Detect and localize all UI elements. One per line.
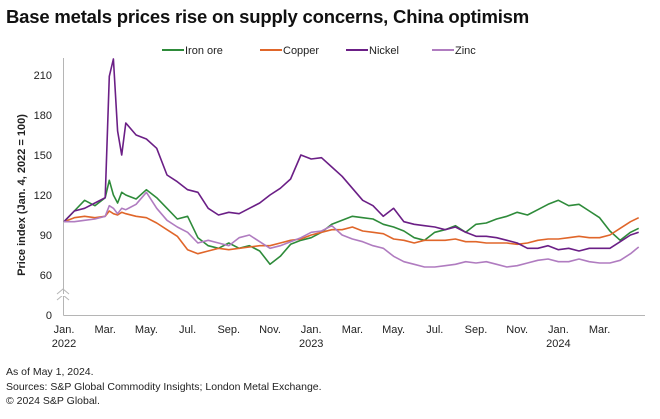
x-tick-label: May. <box>382 324 405 336</box>
x-tick-label: Jul. <box>426 324 443 336</box>
y-tick-label: 210 <box>34 70 52 82</box>
copyright-note: © 2024 S&P Global. <box>6 395 100 407</box>
y-tick-label: 120 <box>34 190 52 202</box>
chart-title: Base metals prices rise on supply concer… <box>6 6 530 27</box>
x-tick-label: Jul. <box>179 324 196 336</box>
sources-note: Sources: S&P Global Commodity Insights; … <box>6 380 322 393</box>
axes: 0 60 90 120 150 180 210 Price index (Jan. 4, 20… <box>16 58 645 350</box>
legend-item-copper: Copper <box>260 45 319 57</box>
x-tick-label: Sep. <box>217 324 240 336</box>
y-tick-label: 150 <box>34 150 52 162</box>
axis-break-mark <box>56 288 70 295</box>
legend-label: Zinc <box>455 45 476 57</box>
y-axis-title: Price index (Jan. 4, 2022 = 100) <box>16 114 28 276</box>
y-tick-label: 90 <box>40 230 52 242</box>
legend-label: Nickel <box>369 45 399 57</box>
series-line-nickel <box>63 58 639 252</box>
series-line-iron-ore <box>63 179 640 266</box>
x-tick-label: Jan. <box>54 324 75 336</box>
legend: Iron ore Copper Nickel Zinc <box>162 45 476 57</box>
x-tick-label: Nov. <box>506 324 528 336</box>
y-tick-label: 180 <box>34 110 52 122</box>
legend-label: Copper <box>283 45 319 57</box>
x-tick-label: Sep. <box>465 324 488 336</box>
legend-label: Iron ore <box>185 45 223 57</box>
series-line-zinc <box>64 191 640 268</box>
series-lines <box>63 58 640 268</box>
legend-item-iron-ore: Iron ore <box>162 45 223 57</box>
y-tick-label: 60 <box>40 270 52 282</box>
x-tick-year-label: 2024 <box>546 338 570 350</box>
x-tick-label: Jan. <box>548 324 569 336</box>
y-tick-label: 0 <box>46 310 52 322</box>
axis-break-icon <box>56 288 70 301</box>
x-tick-label: Nov. <box>259 324 281 336</box>
x-tick-year-label: 2022 <box>52 338 76 350</box>
legend-item-nickel: Nickel <box>346 45 399 57</box>
x-tick-label: Mar. <box>342 324 363 336</box>
x-tick-label: May. <box>135 324 158 336</box>
x-tick-label: Jan. <box>301 324 322 336</box>
chart-footer: As of May 1, 2024. Sources: S&P Global C… <box>6 365 322 409</box>
x-tick-year-label: 2023 <box>299 338 323 350</box>
legend-item-zinc: Zinc <box>432 45 476 57</box>
axis-break-gap <box>60 294 67 296</box>
x-tick-label: Mar. <box>589 324 610 336</box>
x-tick-label: Mar. <box>94 324 115 336</box>
as-of-note: As of May 1, 2024. <box>6 366 94 378</box>
